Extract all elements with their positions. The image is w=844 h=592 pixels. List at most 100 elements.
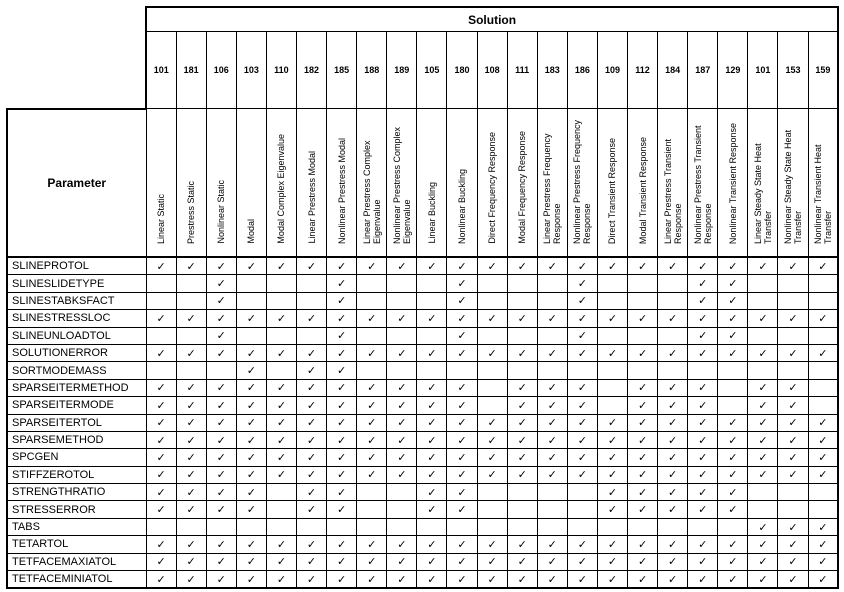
check-icon: ✓ (356, 465, 388, 485)
check-icon: ✓ (747, 465, 779, 485)
empty-cell (175, 291, 207, 311)
check-icon: ✓ (205, 535, 237, 554)
check-icon: ✓ (356, 430, 388, 450)
solution-name: Nonlinear Steady State Heat Transfer (783, 129, 804, 244)
check-icon: ✓ (386, 396, 418, 415)
solution-name: Linear Prestress Complex Eigenvalue (361, 140, 382, 244)
empty-cell (476, 500, 508, 519)
solution-name: Direct Transient Response (607, 137, 618, 244)
solution-name-cell: Nonlinear Steady State Heat Transfer (777, 108, 809, 258)
check-icon: ✓ (807, 430, 840, 450)
check-icon: ✓ (566, 256, 598, 276)
check-icon: ✓ (596, 448, 629, 467)
check-icon: ✓ (476, 413, 508, 432)
solution-number: 189 (386, 31, 418, 109)
check-icon: ✓ (807, 413, 840, 432)
check-icon: ✓ (657, 500, 689, 519)
check-icon: ✓ (235, 413, 267, 432)
check-icon: ✓ (235, 500, 267, 519)
empty-cell (777, 361, 809, 380)
check-icon: ✓ (536, 396, 568, 415)
check-icon: ✓ (717, 291, 749, 311)
check-icon: ✓ (326, 274, 358, 293)
solution-name: Modal Transient Response (637, 136, 648, 244)
check-icon: ✓ (235, 465, 267, 485)
solution-number: 184 (657, 31, 689, 109)
empty-cell (777, 291, 809, 311)
empty-cell (807, 483, 840, 502)
empty-cell (506, 326, 538, 345)
check-icon: ✓ (626, 343, 659, 363)
check-icon: ✓ (205, 256, 237, 276)
check-icon: ✓ (687, 535, 719, 554)
empty-cell (506, 291, 538, 311)
parameter-name: SLINESTRESSLOC (6, 309, 147, 328)
check-icon: ✓ (717, 448, 749, 467)
check-icon: ✓ (626, 570, 659, 590)
check-icon: ✓ (506, 465, 538, 485)
empty-cell (807, 396, 840, 415)
check-icon: ✓ (446, 465, 478, 485)
check-icon: ✓ (596, 256, 629, 276)
empty-cell (536, 500, 568, 519)
solution-number: 111 (506, 31, 538, 109)
solution-number: 180 (446, 31, 478, 109)
empty-cell (416, 517, 448, 537)
check-icon: ✓ (145, 396, 177, 415)
check-icon: ✓ (265, 378, 297, 398)
check-icon: ✓ (175, 430, 207, 450)
check-icon: ✓ (145, 430, 177, 450)
empty-cell (356, 483, 388, 502)
solution-name-cell: Linear Prestress Frequency Response (536, 108, 568, 258)
empty-cell (265, 483, 297, 502)
check-icon: ✓ (657, 535, 689, 554)
empty-cell (175, 326, 207, 345)
check-icon: ✓ (747, 517, 779, 537)
check-icon: ✓ (145, 570, 177, 590)
check-icon: ✓ (175, 309, 207, 328)
check-icon: ✓ (626, 535, 659, 554)
solution-name: Nonlinear Static (216, 180, 227, 244)
solution-number: 181 (175, 31, 207, 109)
check-icon: ✓ (295, 552, 328, 572)
empty-corner (7, 7, 147, 109)
check-icon: ✓ (295, 343, 328, 363)
check-icon: ✓ (476, 343, 508, 363)
empty-cell (356, 326, 388, 345)
check-icon: ✓ (687, 430, 719, 450)
check-icon: ✓ (807, 535, 840, 554)
solution-number: 159 (807, 31, 840, 109)
check-icon: ✓ (446, 535, 478, 554)
empty-cell (626, 291, 659, 311)
check-icon: ✓ (566, 291, 598, 311)
empty-cell (807, 378, 840, 398)
check-icon: ✓ (356, 309, 388, 328)
check-icon: ✓ (687, 326, 719, 345)
check-icon: ✓ (777, 413, 809, 432)
check-icon: ✓ (145, 413, 177, 432)
solution-number: 101 (747, 31, 779, 109)
solution-name-cell: Modal Transient Response (626, 108, 659, 258)
check-icon: ✓ (386, 430, 418, 450)
check-icon: ✓ (295, 535, 328, 554)
check-icon: ✓ (326, 570, 358, 590)
check-icon: ✓ (687, 465, 719, 485)
check-icon: ✓ (145, 309, 177, 328)
empty-cell (175, 361, 207, 380)
check-icon: ✓ (205, 483, 237, 502)
parameter-name: SLINESLIDETYPE (6, 274, 147, 293)
check-icon: ✓ (416, 552, 448, 572)
check-icon: ✓ (536, 413, 568, 432)
check-icon: ✓ (506, 535, 538, 554)
empty-cell (747, 483, 779, 502)
check-icon: ✓ (175, 256, 207, 276)
check-icon: ✓ (175, 396, 207, 415)
check-icon: ✓ (326, 500, 358, 519)
empty-cell (566, 361, 598, 380)
empty-cell (657, 517, 689, 537)
parameter-name: SPARSEITERMODE (6, 396, 147, 415)
check-icon: ✓ (506, 396, 538, 415)
table-row: STIFFZEROTOL ✓ ✓ ✓ ✓ ✓ ✓ ✓ ✓ ✓ ✓ ✓ ✓ ✓ ✓ ✓ ✓ ✓ ✓ ✓ ✓ ✓ ✓ ✓ (6, 465, 840, 485)
check-icon: ✓ (205, 430, 237, 450)
check-icon: ✓ (687, 396, 719, 415)
